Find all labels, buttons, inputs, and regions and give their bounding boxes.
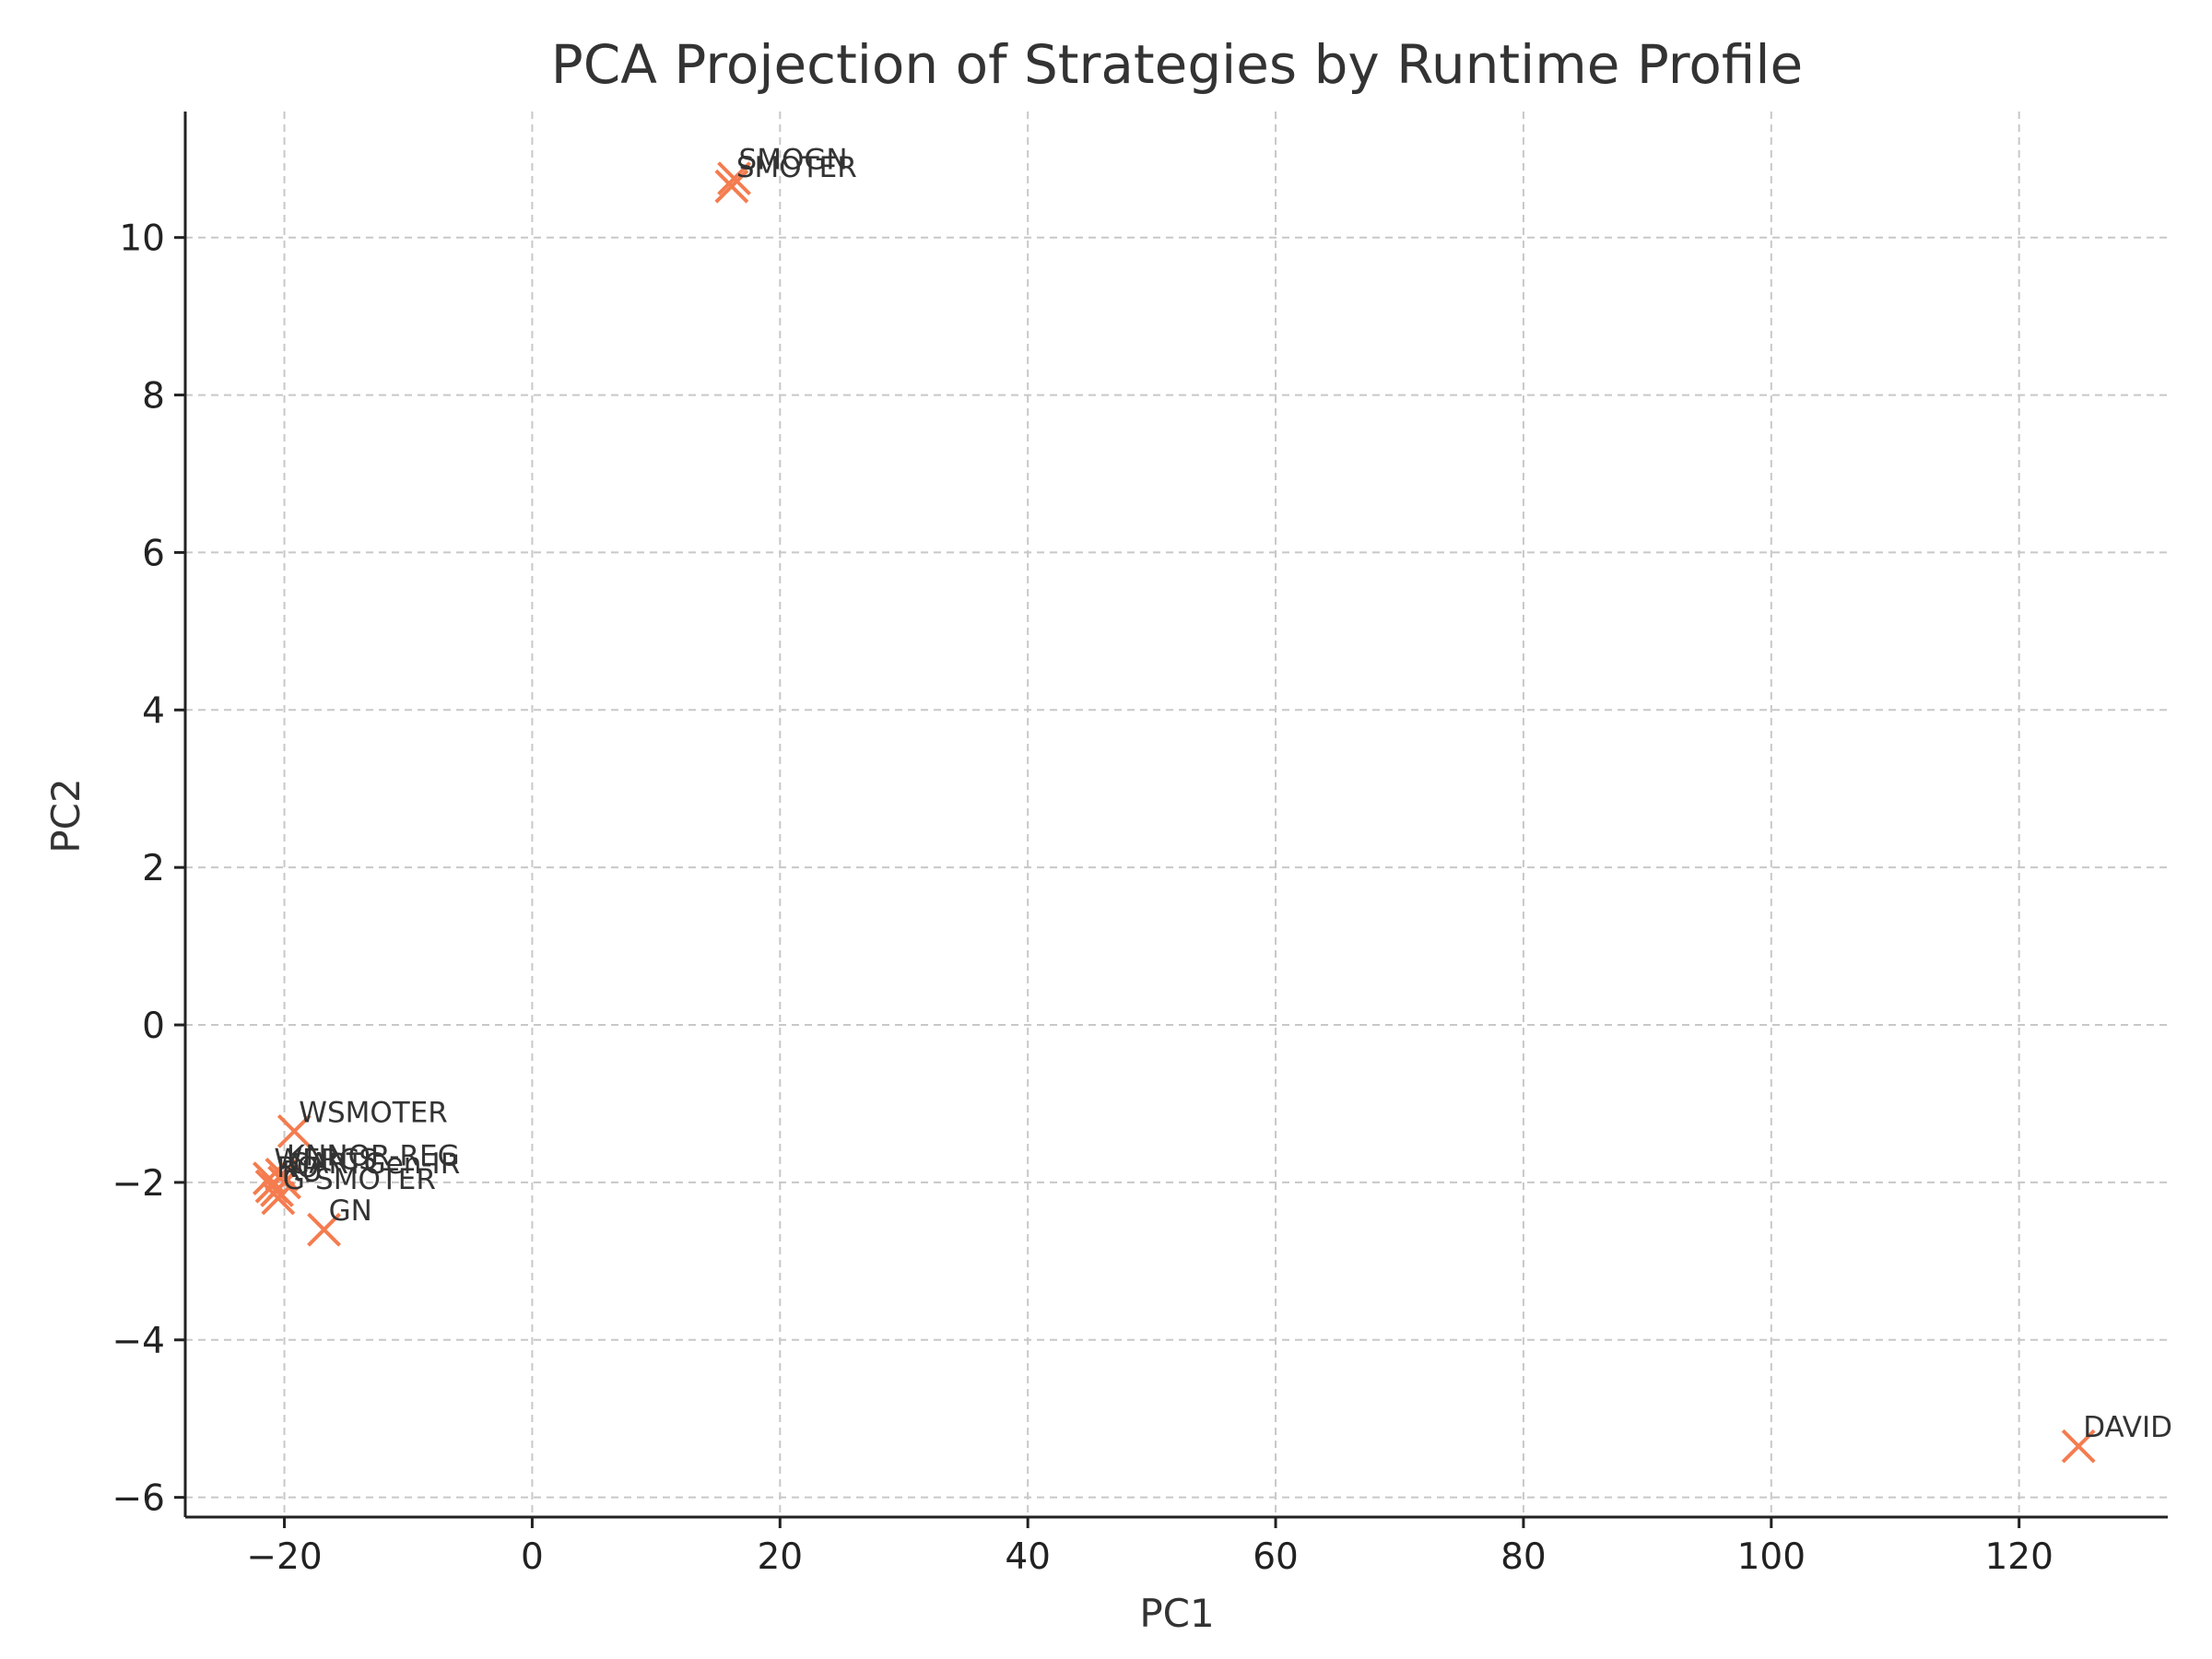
x-tick-label: 100 [1737, 1536, 1806, 1578]
data-point-label: SMOTER [736, 151, 857, 184]
data-point-marker [714, 169, 749, 204]
y-tick-label: −6 [112, 1478, 166, 1520]
data-point-marker [276, 1113, 312, 1148]
data-point-marker [717, 161, 751, 196]
y-tick-label: 8 [142, 376, 165, 418]
x-axis-label: PC1 [1139, 1591, 1214, 1636]
grid [185, 112, 2168, 1517]
data-point-label: RO [276, 1151, 319, 1184]
data-point-label: SMOGN [739, 144, 848, 177]
y-tick-label: 10 [119, 218, 165, 260]
data-point-label: WSMOTER [299, 1096, 448, 1129]
x-tick-label: 40 [1005, 1536, 1051, 1578]
x-tick-label: 0 [521, 1536, 544, 1578]
data-point-label: GN [329, 1194, 372, 1228]
x-tick-label: 20 [757, 1536, 803, 1578]
data-point-label: DAVID [2083, 1411, 2172, 1444]
y-tick-label: 0 [142, 1006, 165, 1047]
data-point-marker [2061, 1429, 2096, 1464]
data-point-label: RU [281, 1155, 322, 1188]
y-tick-label: 6 [142, 533, 165, 574]
data-point-marker [307, 1212, 341, 1247]
y-tick-label: 4 [142, 690, 165, 732]
data-point-label: G-SMOTER [283, 1163, 436, 1196]
y-tick-label: 2 [142, 848, 165, 889]
x-tick-label: 80 [1500, 1536, 1547, 1578]
data-point-label: KNNOR-REG [287, 1139, 460, 1172]
x-tick-label: 120 [1984, 1536, 2053, 1578]
chart-title: PCA Projection of Strategies by Runtime … [551, 33, 1803, 96]
y-axis-label: PC2 [43, 778, 88, 853]
data-points [253, 161, 2096, 1464]
data-point-marker [261, 1181, 296, 1216]
data-point-label: WERCS [274, 1144, 377, 1177]
y-tick-label: −4 [112, 1321, 166, 1362]
x-tick-label: 60 [1253, 1536, 1299, 1578]
data-point-label: CARTGen-IR [289, 1147, 461, 1181]
x-tick-label: −20 [246, 1536, 322, 1578]
y-tick-label: −2 [112, 1163, 166, 1205]
